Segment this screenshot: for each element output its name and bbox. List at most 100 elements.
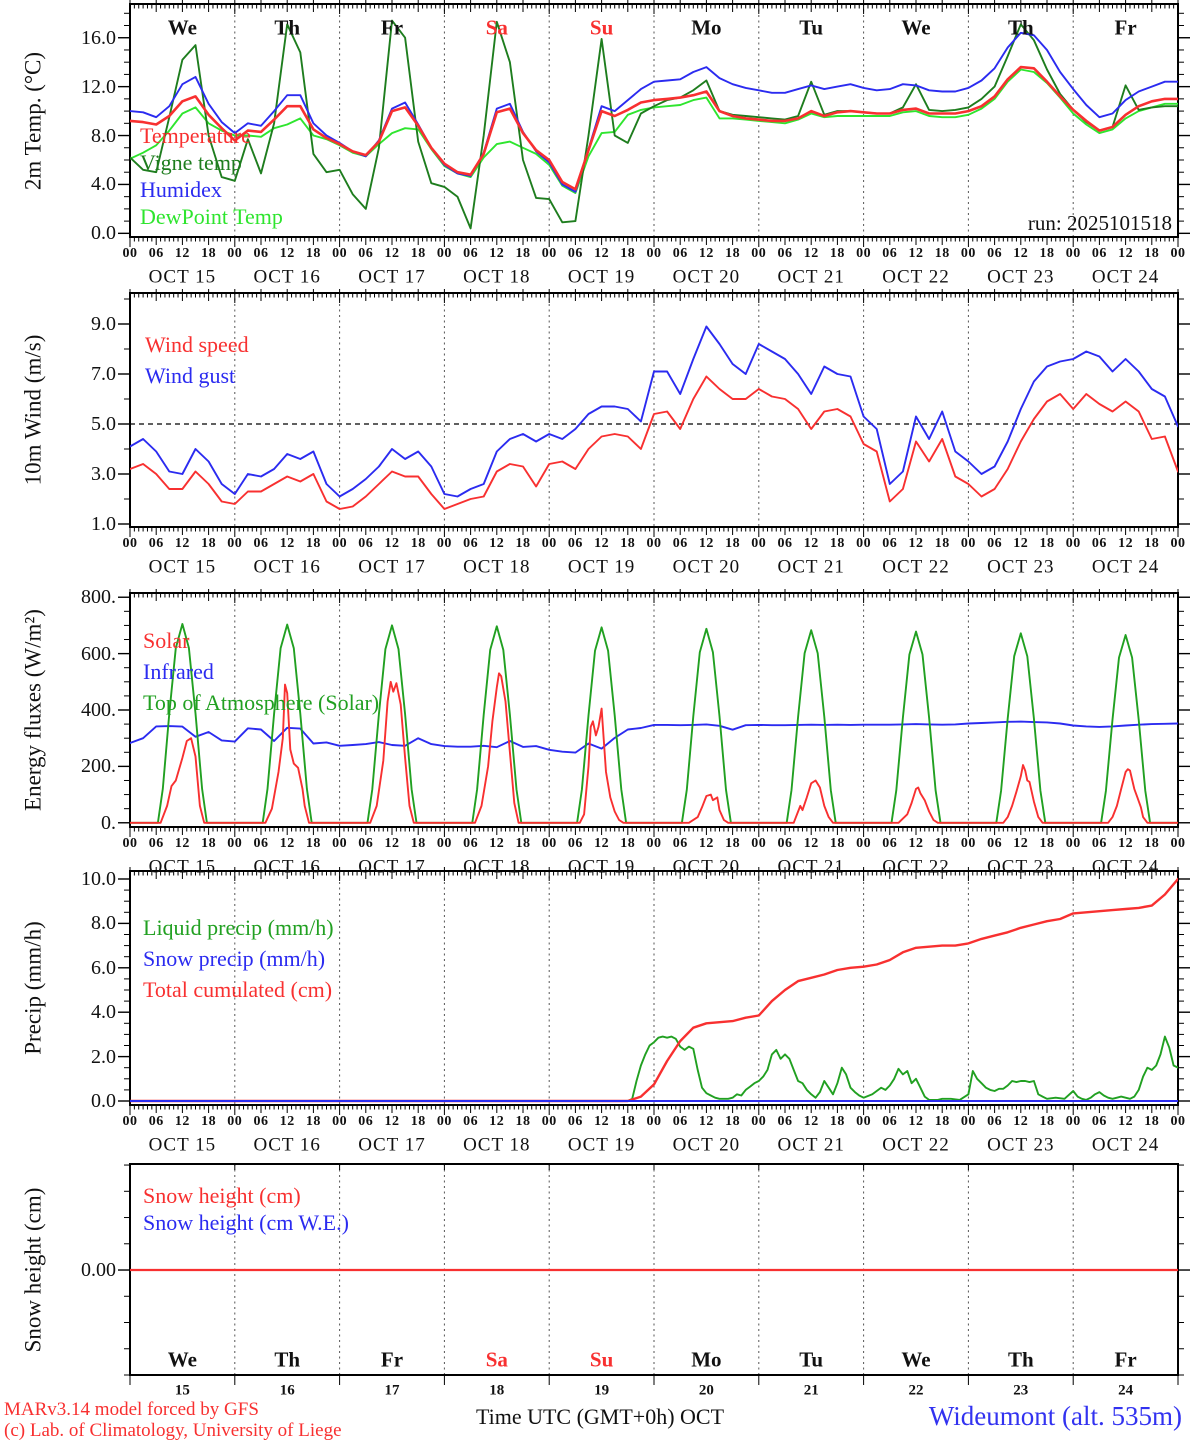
x-hour-label: 06 xyxy=(1091,536,1107,551)
station-label: Wideumont (alt. 535m) xyxy=(928,1401,1182,1431)
x-date-label: OCT 21 xyxy=(777,556,845,578)
x-hour-label: 12 xyxy=(698,1114,714,1129)
x-hour-label: 18 xyxy=(1144,536,1160,551)
x-hour-label: 18 xyxy=(934,836,950,851)
x-hour-label: 06 xyxy=(987,1114,1003,1129)
x-hour-label: 00 xyxy=(541,536,557,551)
x-hour-label: 06 xyxy=(358,536,374,551)
series-line-temperature xyxy=(130,65,1178,191)
x-hour-label: 18 xyxy=(1144,246,1160,261)
x-hour-label: 06 xyxy=(148,836,164,851)
x-hour-label: 18 xyxy=(1039,1114,1055,1129)
x-hour-label: 12 xyxy=(594,1114,610,1129)
x-hour-label: 06 xyxy=(148,536,164,551)
x-date-label: OCT 16 xyxy=(253,266,321,288)
x-date-label: OCT 24 xyxy=(1091,856,1160,878)
x-hour-label: 00 xyxy=(856,836,872,851)
panel-y-axis-title: Snow height (cm) xyxy=(20,1187,46,1352)
x-date-label: OCT 18 xyxy=(463,556,531,578)
x-hour-label: 00 xyxy=(751,1114,767,1129)
x-hour-label: 06 xyxy=(463,836,479,851)
x-hour-label: 12 xyxy=(384,836,400,851)
legend-label: Vigne temp xyxy=(140,150,242,175)
legend-label: Wind gust xyxy=(145,363,236,388)
x-hour-label: 18 xyxy=(515,536,531,551)
x-hour-label: 12 xyxy=(279,1114,295,1129)
x-hour-label: 18 xyxy=(620,536,636,551)
x-date-label: OCT 23 xyxy=(987,856,1055,878)
x-date-label: OCT 17 xyxy=(358,856,426,878)
x-hour-label: 06 xyxy=(987,836,1003,851)
x-hour-label: 18 xyxy=(201,836,217,851)
x-hour-label: 12 xyxy=(384,246,400,261)
x-hour-label: 00 xyxy=(856,536,872,551)
day-number-label: 20 xyxy=(698,1382,714,1399)
x-hour-label: 12 xyxy=(698,536,714,551)
x-hour-label: 12 xyxy=(698,836,714,851)
x-date-label: OCT 17 xyxy=(358,266,426,288)
x-date-label: OCT 22 xyxy=(882,556,950,578)
day-number-label: 19 xyxy=(594,1382,610,1399)
x-date-label: OCT 15 xyxy=(148,1134,217,1156)
x-hour-label: 12 xyxy=(803,1114,819,1129)
y-tick-label: 8.0 xyxy=(91,124,116,147)
panel-y-axis-title: Precip (mm/h) xyxy=(20,921,46,1055)
x-hour-label: 06 xyxy=(358,246,374,261)
x-hour-label: 18 xyxy=(1144,836,1160,851)
x-hour-label: 12 xyxy=(489,536,505,551)
x-hour-label: 06 xyxy=(253,246,269,261)
x-date-label: OCT 15 xyxy=(148,266,217,288)
y-tick-label: 200. xyxy=(81,755,116,778)
day-name-label: We xyxy=(901,15,931,40)
x-hour-label: 12 xyxy=(803,536,819,551)
x-hour-label: 00 xyxy=(1170,836,1186,851)
x-date-label: OCT 24 xyxy=(1091,1134,1160,1156)
x-date-label: OCT 21 xyxy=(777,856,845,878)
x-hour-label: 12 xyxy=(1118,1114,1134,1129)
x-hour-label: 18 xyxy=(305,536,321,551)
x-hour-label: 00 xyxy=(856,246,872,261)
x-hour-label: 12 xyxy=(1118,836,1134,851)
x-hour-label: 06 xyxy=(253,536,269,551)
x-hour-label: 18 xyxy=(725,836,741,851)
x-hour-label: 00 xyxy=(436,536,452,551)
x-hour-label: 00 xyxy=(646,536,662,551)
credit-lab-line: (c) Lab. of Climatology, University of L… xyxy=(4,1420,342,1440)
x-hour-label: 00 xyxy=(122,536,138,551)
legend-label: Top of Atmosphere (Solar) xyxy=(143,690,380,715)
x-hour-label: 18 xyxy=(725,246,741,261)
x-hour-label: 18 xyxy=(934,1114,950,1129)
panel-border xyxy=(129,292,1179,528)
x-hour-label: 18 xyxy=(305,246,321,261)
day-name-label: Th xyxy=(1007,1347,1034,1372)
x-date-label: OCT 15 xyxy=(148,556,217,578)
x-hour-label: 00 xyxy=(332,836,348,851)
x-hour-label: 18 xyxy=(620,836,636,851)
x-hour-label: 12 xyxy=(279,836,295,851)
x-hour-label: 06 xyxy=(567,246,583,261)
y-tick-label: 0.00 xyxy=(81,1259,116,1282)
y-tick-label: 2.0 xyxy=(91,1045,116,1068)
day-number-label: 16 xyxy=(279,1382,295,1399)
series-line-wind-gust xyxy=(130,325,1178,498)
day-name-label: Mo xyxy=(691,15,722,40)
x-hour-label: 00 xyxy=(122,1114,138,1129)
y-tick-label: 0.0 xyxy=(91,1090,116,1112)
x-hour-label: 06 xyxy=(567,536,583,551)
x-hour-label: 18 xyxy=(201,1114,217,1129)
x-hour-label: 12 xyxy=(384,1114,400,1129)
x-hour-label: 12 xyxy=(594,246,610,261)
x-hour-label: 12 xyxy=(698,246,714,261)
x-hour-label: 06 xyxy=(358,836,374,851)
x-date-label: OCT 19 xyxy=(567,266,636,288)
x-hour-label: 06 xyxy=(148,246,164,261)
series-line-humidex xyxy=(130,31,1178,193)
x-hour-label: 06 xyxy=(987,246,1003,261)
x-hour-label: 18 xyxy=(1039,536,1055,551)
x-hour-label: 06 xyxy=(1091,1114,1107,1129)
x-date-label: OCT 21 xyxy=(777,1134,845,1156)
x-hour-label: 12 xyxy=(803,246,819,261)
y-tick-label: 800. xyxy=(81,586,116,609)
x-hour-label: 06 xyxy=(882,536,898,551)
